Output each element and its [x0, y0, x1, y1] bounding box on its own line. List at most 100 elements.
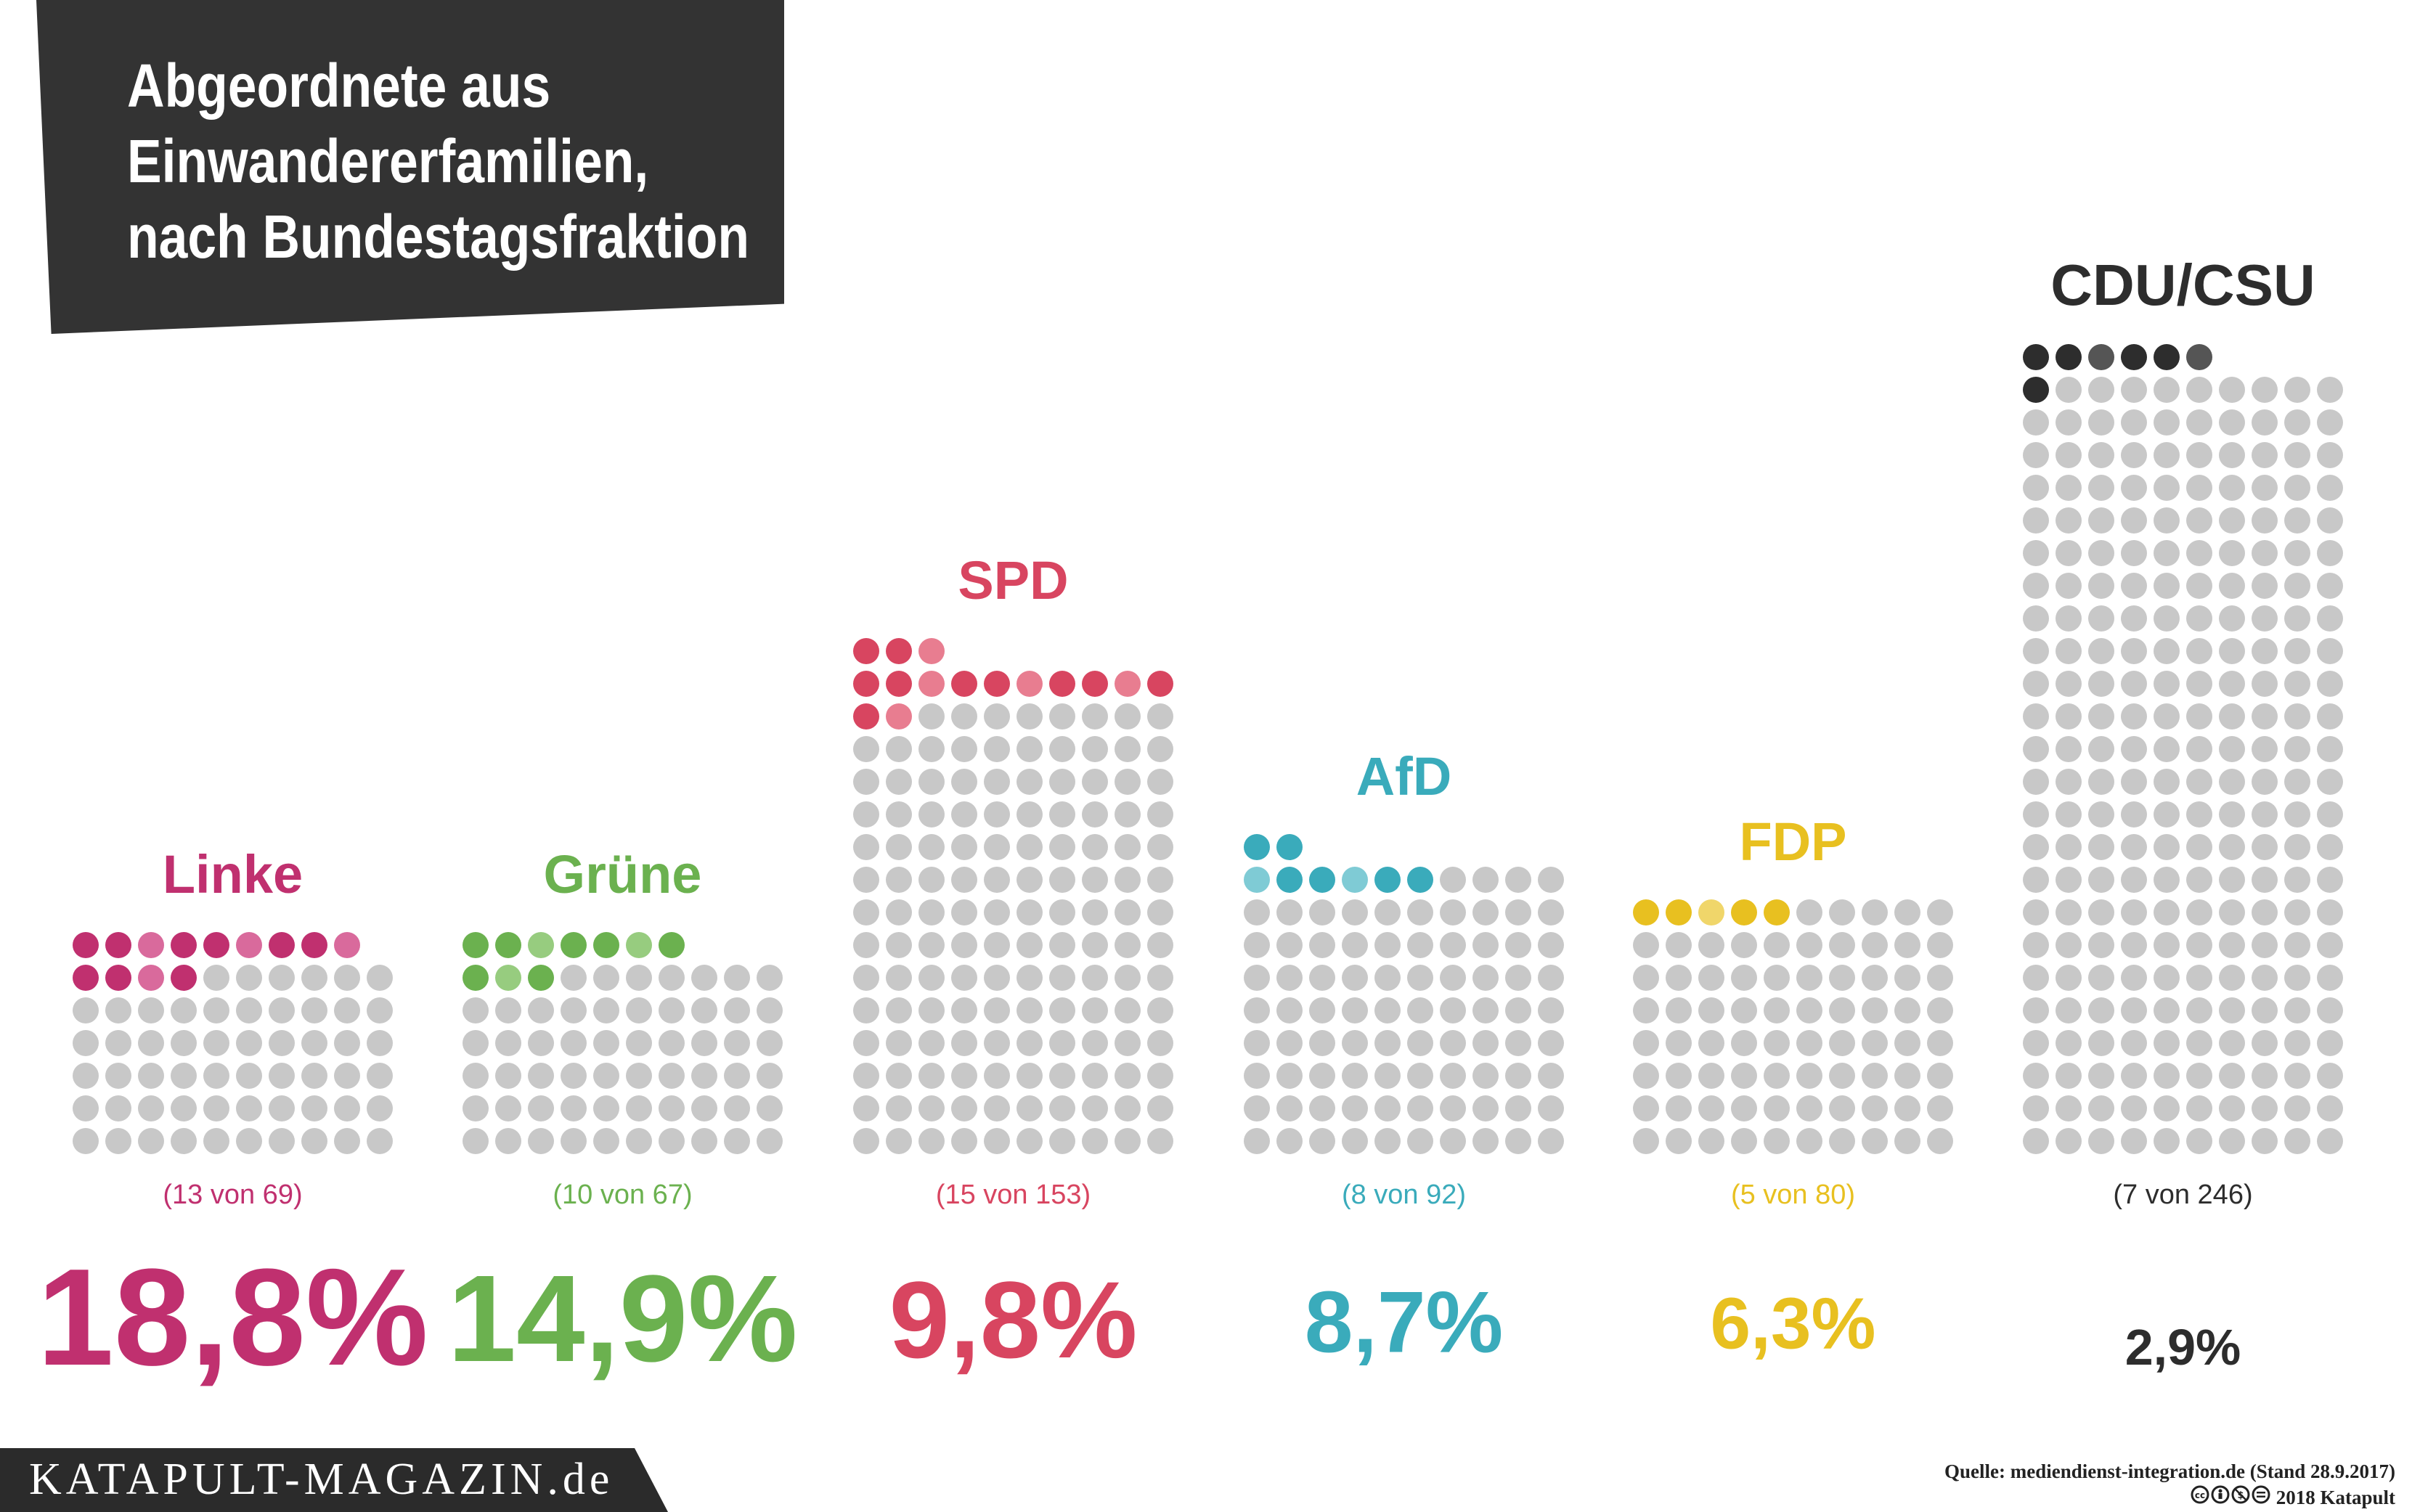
dot-other	[984, 1095, 1010, 1121]
dot-other	[171, 1063, 197, 1089]
dot-other	[918, 769, 945, 795]
dot-other	[1796, 1095, 1822, 1121]
source-note: Quelle: mediendienst-integration.de (Sta…	[1944, 1460, 2395, 1482]
dot-other	[1764, 1063, 1790, 1089]
dot-other	[2219, 769, 2245, 795]
dot-other	[2023, 1030, 2049, 1056]
dot-other	[2219, 703, 2245, 730]
percent-label: 9,8%	[889, 1259, 1138, 1381]
dot-other	[2186, 736, 2212, 762]
dot-other	[2284, 605, 2310, 632]
group-2: SPD (15 von 153) 9,8%	[853, 550, 1173, 1381]
dot-other	[2154, 540, 2180, 566]
dot-other	[1276, 1128, 1303, 1154]
dot-other	[1082, 1063, 1108, 1089]
dot-other	[2154, 442, 2180, 468]
dot-other	[2154, 507, 2180, 534]
dot-other	[984, 801, 1010, 827]
dot-other	[1374, 1030, 1401, 1056]
dot-other	[2056, 442, 2082, 468]
dot-other	[918, 932, 945, 958]
dot-other	[2186, 769, 2212, 795]
dot-other	[2186, 899, 2212, 925]
dot-highlighted	[171, 965, 197, 991]
dot-highlighted	[1698, 899, 1724, 925]
dot-other	[1082, 801, 1108, 827]
dot-other	[2023, 671, 2049, 697]
dot-other	[2317, 736, 2343, 762]
dot-other	[2284, 932, 2310, 958]
dot-other	[105, 997, 131, 1023]
dot-other	[2154, 899, 2180, 925]
dot-other	[1407, 1030, 1433, 1056]
dot-other	[1082, 769, 1108, 795]
dot-other	[1147, 1063, 1173, 1089]
dot-other	[2154, 1128, 2180, 1154]
dot-other	[1894, 965, 1920, 991]
dot-other	[2088, 1063, 2114, 1089]
dot-other	[1440, 965, 1466, 991]
dot-other	[2186, 377, 2212, 403]
title-line-2: Einwandererfamilien,	[127, 127, 649, 195]
dot-other	[1927, 997, 1953, 1023]
dot-highlighted	[1276, 834, 1303, 860]
dot-other	[1049, 736, 1075, 762]
dot-other	[886, 1128, 912, 1154]
dot-other	[2121, 1095, 2147, 1121]
dot-highlighted	[1017, 671, 1043, 697]
dot-other	[171, 997, 197, 1023]
dot-other	[2317, 932, 2343, 958]
dot-other	[918, 1030, 945, 1056]
dot-other	[1505, 1030, 1531, 1056]
dot-other	[853, 899, 879, 925]
dot-other	[2284, 1128, 2310, 1154]
dot-other	[2056, 834, 2082, 860]
dot-other	[334, 1030, 360, 1056]
dot-other	[853, 736, 879, 762]
dot-other	[528, 1030, 554, 1056]
dot-other	[1049, 1063, 1075, 1089]
dot-other	[1017, 1128, 1043, 1154]
dot-other	[2317, 605, 2343, 632]
dot-other	[1017, 1063, 1043, 1089]
dot-other	[1862, 932, 1888, 958]
dot-highlighted	[1082, 671, 1108, 697]
dot-other	[73, 1063, 99, 1089]
dot-other	[2252, 834, 2278, 860]
svg-text:cc: cc	[2195, 1490, 2205, 1500]
dot-highlighted	[951, 671, 977, 697]
cc-icon: cc	[2191, 1485, 2209, 1504]
dot-other	[1472, 1128, 1499, 1154]
dot-other	[853, 1128, 879, 1154]
dot-other	[853, 1063, 879, 1089]
dot-other	[2056, 736, 2082, 762]
dot-other	[2284, 475, 2310, 501]
dot-other	[1082, 997, 1108, 1023]
dot-other	[1698, 1095, 1724, 1121]
dot-other	[1309, 899, 1335, 925]
dot-other	[984, 703, 1010, 730]
dot-other	[2284, 1095, 2310, 1121]
dot-other	[2219, 1030, 2245, 1056]
dot-other	[495, 1095, 521, 1121]
percent-label: 14,9%	[447, 1250, 797, 1388]
dot-other	[1115, 867, 1141, 893]
dot-other	[1666, 1063, 1692, 1089]
dot-other	[301, 1030, 327, 1056]
dot-other	[1244, 965, 1270, 991]
dot-other	[2219, 409, 2245, 436]
dot-other	[1472, 1095, 1499, 1121]
dot-highlighted	[1633, 899, 1659, 925]
dot-other	[593, 1030, 619, 1056]
dot-other	[951, 899, 977, 925]
dot-other	[2317, 377, 2343, 403]
dot-other	[691, 1128, 717, 1154]
dot-other	[2023, 573, 2049, 599]
dot-other	[886, 867, 912, 893]
dot-other	[724, 1128, 750, 1154]
dot-other	[951, 965, 977, 991]
dot-other	[918, 1095, 945, 1121]
dot-other	[1082, 1095, 1108, 1121]
dot-other	[1276, 899, 1303, 925]
